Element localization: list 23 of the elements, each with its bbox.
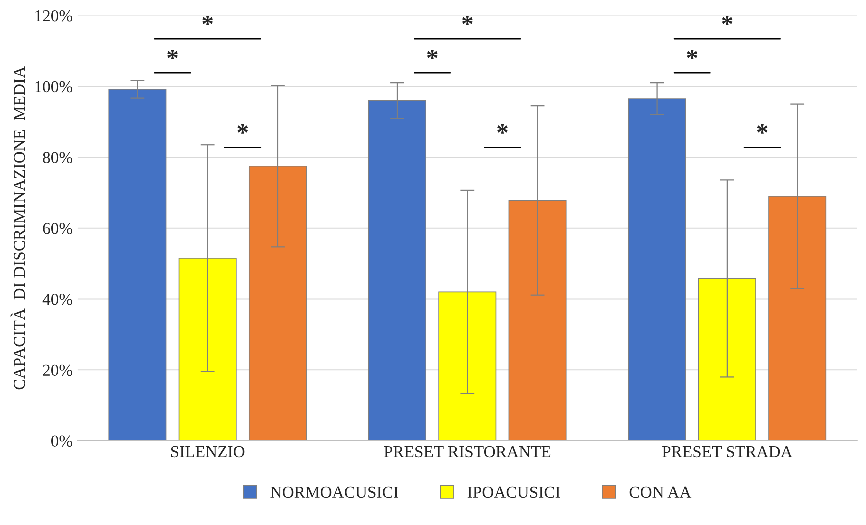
y-axis-title: CAPACITÀ DI DISCRIMINAZIONE MEDIA bbox=[10, 66, 26, 390]
annotation: * bbox=[202, 16, 214, 26]
annotation: * bbox=[687, 50, 698, 60]
y-tick-label: 0% bbox=[52, 436, 73, 447]
legend-label: IPOACUSICI bbox=[468, 486, 560, 498]
y-tick-label: 40% bbox=[42, 294, 73, 306]
annotation: * bbox=[238, 124, 248, 134]
x-tick-label: SILENZIO bbox=[171, 446, 245, 458]
annotation: * bbox=[168, 50, 178, 60]
annotation: * bbox=[498, 124, 508, 134]
y-tick-label: 120% bbox=[36, 10, 73, 22]
annotation: * bbox=[427, 50, 438, 60]
annotation: * bbox=[757, 124, 768, 134]
y-tick-label: 20% bbox=[43, 364, 73, 376]
x-tick-label: PRESET STRADA bbox=[662, 446, 793, 458]
y-tick-label: 80% bbox=[43, 152, 73, 164]
annotation: * bbox=[462, 16, 473, 26]
legend-label: CON AA bbox=[630, 486, 692, 498]
x-tick-label: PRESET RISTORANTE bbox=[384, 446, 551, 458]
legend-label: NORMOACUSICI bbox=[270, 486, 398, 498]
annotation: * bbox=[722, 16, 733, 26]
y-tick-label: 60% bbox=[43, 223, 73, 234]
y-tick-label: 100% bbox=[36, 81, 73, 93]
